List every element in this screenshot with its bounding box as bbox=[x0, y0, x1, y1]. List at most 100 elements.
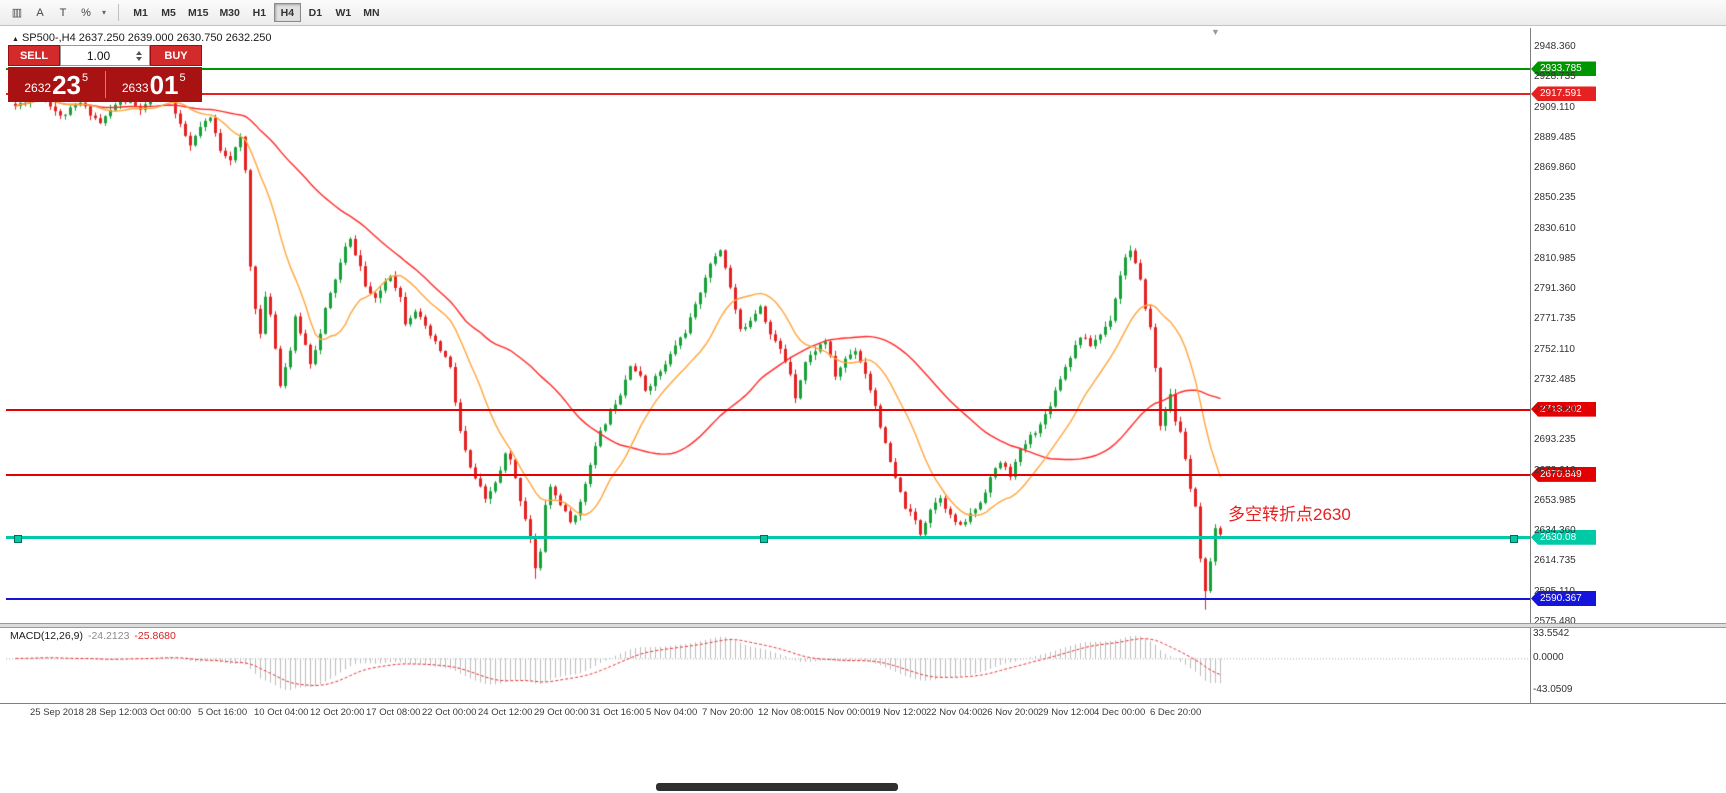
timeframe-m15-button[interactable]: M15 bbox=[183, 3, 213, 22]
macd-min-label: -43.0509 bbox=[1533, 684, 1573, 695]
time-axis-label: 5 Nov 04:00 bbox=[646, 707, 698, 718]
macd-main-value: -24.2123 bbox=[87, 630, 130, 642]
line-selection-handle[interactable] bbox=[1510, 534, 1518, 543]
text-annotation[interactable]: 多空转折点2630 bbox=[1228, 505, 1351, 524]
time-axis-label: 29 Nov 12:00 bbox=[1038, 707, 1095, 718]
spinner-up-icon[interactable] bbox=[136, 50, 142, 55]
price-tick-label: 2732.485 bbox=[1534, 373, 1576, 385]
macd-axis[interactable]: 33.5542 0.0000 -43.0509 bbox=[1533, 628, 1613, 703]
hline-2670.849[interactable] bbox=[6, 473, 1530, 476]
bid-big-digits: 23 bbox=[52, 69, 81, 100]
time-axis[interactable]: 25 Sep 2018 28 Sep 12:00 3 Oct 00:00 5 Oct … bbox=[0, 703, 1726, 722]
hline-2713.202[interactable] bbox=[6, 408, 1530, 411]
ask-quote: 2633 01 5 bbox=[106, 67, 203, 102]
macd-canvas[interactable] bbox=[6, 628, 1530, 701]
timeframe-m30-button[interactable]: M30 bbox=[214, 3, 244, 22]
one-click-panel: SELL 1.00 BUY 2632 23 5 2633 01 5 bbox=[8, 45, 202, 102]
timeframe-d1-button[interactable]: D1 bbox=[302, 3, 329, 22]
timeframe-mn-button[interactable]: MN bbox=[358, 3, 385, 22]
price-badge: 2713.202 bbox=[1531, 401, 1596, 417]
time-axis-label: 12 Nov 08:00 bbox=[758, 707, 815, 718]
price-badge: 2917.591 bbox=[1531, 86, 1596, 102]
tool-icon-group: ▥ A T% ▾ bbox=[6, 3, 110, 23]
chart-title-text: SP500-,H4 2637.250 2639.000 2630.750 263… bbox=[21, 32, 272, 44]
price-tick-label: 2752.110 bbox=[1534, 343, 1575, 355]
window-splitter[interactable] bbox=[0, 623, 1726, 628]
template-icon[interactable]: T bbox=[52, 3, 74, 23]
price-chart-area[interactable]: ▲ SP500-,H4 2637.250 2639.000 2630.750 26… bbox=[6, 28, 1530, 625]
time-axis-label: 7 Nov 20:00 bbox=[702, 707, 754, 718]
time-axis-label: 26 Nov 20:00 bbox=[982, 707, 1039, 718]
price-badge: 2630.08 bbox=[1531, 529, 1596, 545]
time-axis-label: 6 Dec 20:00 bbox=[1150, 707, 1202, 718]
price-tick-label: 2634.360 bbox=[1534, 525, 1576, 537]
bid-prefix: 2632 bbox=[24, 80, 52, 95]
price-tick-label: 2771.735 bbox=[1534, 313, 1576, 325]
ask-prefix: 2633 bbox=[121, 80, 149, 95]
price-axis-border bbox=[1530, 28, 1531, 703]
timeframe-h1-button[interactable]: H1 bbox=[246, 3, 273, 22]
ask-big-digits: 01 bbox=[149, 69, 179, 100]
macd-label: MACD(12,26,9) -24.2123 -25.8680 bbox=[10, 630, 176, 642]
time-axis-label: 22 Nov 04:00 bbox=[926, 707, 983, 718]
price-tick-label: 2909.110 bbox=[1534, 101, 1575, 113]
price-tick-label: 2614.735 bbox=[1534, 555, 1576, 567]
price-badge: 2590.367 bbox=[1531, 591, 1596, 607]
price-axis[interactable]: 2933.785 2917.591 2713.202 2670.849 2630.08 2… bbox=[1531, 28, 1611, 627]
line-selection-handle[interactable] bbox=[14, 534, 22, 543]
macd-pane[interactable]: MACD(12,26,9) -24.2123 -25.8680 bbox=[6, 628, 1530, 701]
price-tick-label: 2928.735 bbox=[1534, 71, 1576, 83]
candlestick-canvas[interactable] bbox=[6, 28, 1530, 625]
timeframe-m1-button[interactable]: M1 bbox=[127, 3, 154, 22]
time-axis-label: 3 Oct 00:00 bbox=[142, 707, 192, 718]
time-axis-label: 15 Nov 00:00 bbox=[814, 707, 871, 718]
timeframe-w1-button[interactable]: W1 bbox=[330, 3, 357, 22]
chart-bars-icon[interactable]: ▥ bbox=[6, 3, 28, 23]
timeframe-h4-button[interactable]: H4 bbox=[273, 3, 301, 22]
hline-2917.591[interactable] bbox=[6, 93, 1530, 96]
price-tick-label: 2693.235 bbox=[1534, 434, 1576, 446]
price-tick-label: 2850.235 bbox=[1534, 192, 1576, 204]
price-tick-label: 2810.985 bbox=[1534, 252, 1576, 264]
spinner-down-icon[interactable] bbox=[136, 56, 142, 61]
chart-shift-marker-icon[interactable]: ▼ bbox=[1211, 28, 1220, 37]
time-axis-label: 25 Sep 2018 bbox=[30, 707, 84, 718]
price-tick-label: 2830.610 bbox=[1534, 222, 1576, 234]
line-selection-handle[interactable] bbox=[760, 534, 768, 543]
time-axis-label: 22 Oct 00:00 bbox=[422, 707, 477, 718]
quote-display: 2632 23 5 2633 01 5 bbox=[8, 67, 202, 102]
volume-value[interactable]: 1.00 bbox=[86, 48, 111, 63]
text-label-icon[interactable]: A bbox=[29, 3, 51, 23]
quote-divider bbox=[104, 71, 106, 98]
hline-2630.08[interactable] bbox=[6, 536, 1530, 540]
price-badge: 2933.785 bbox=[1531, 61, 1596, 77]
volume-spinner[interactable] bbox=[136, 50, 149, 61]
price-badge: 2670.849 bbox=[1531, 466, 1596, 482]
toolbar-separator bbox=[118, 4, 119, 21]
buy-button[interactable]: BUY bbox=[150, 45, 202, 66]
horizontal-scrollbar[interactable] bbox=[656, 783, 898, 791]
macd-zero-label: 0.0000 bbox=[1533, 652, 1564, 663]
macd-signal-value: -25.8680 bbox=[134, 630, 176, 642]
tool-caret-icon[interactable]: ▾ bbox=[98, 3, 110, 23]
time-axis-label: 19 Nov 12:00 bbox=[870, 707, 927, 718]
price-tick-label: 2575.480 bbox=[1534, 615, 1576, 627]
percent-scale-icon[interactable]: % bbox=[75, 3, 97, 23]
timeframe-m5-button[interactable]: M5 bbox=[155, 3, 182, 22]
timeframe-group: M1 M5 M15 M30 H1 H4 D1 W1 MN bbox=[127, 3, 385, 22]
price-tick-label: 2948.360 bbox=[1534, 41, 1576, 52]
hline-2933.785[interactable] bbox=[6, 68, 1530, 71]
volume-field[interactable]: 1.00 bbox=[60, 45, 150, 66]
macd-name: MACD(12,26,9) bbox=[10, 630, 83, 642]
price-tick-label: 2712.860 bbox=[1534, 404, 1576, 416]
time-axis-label: 24 Oct 12:00 bbox=[478, 707, 533, 718]
hline-2590.367[interactable] bbox=[6, 598, 1530, 601]
price-tick-label: 2653.985 bbox=[1534, 494, 1576, 506]
time-axis-label: 28 Sep 12:00 bbox=[86, 707, 143, 718]
price-tick-label: 2673.610 bbox=[1534, 464, 1576, 476]
chart-title: ▲ SP500-,H4 2637.250 2639.000 2630.750 26… bbox=[12, 32, 272, 44]
time-axis-label: 12 Oct 20:00 bbox=[310, 707, 365, 718]
sell-button[interactable]: SELL bbox=[8, 45, 60, 66]
time-axis-label: 10 Oct 04:00 bbox=[254, 707, 309, 718]
